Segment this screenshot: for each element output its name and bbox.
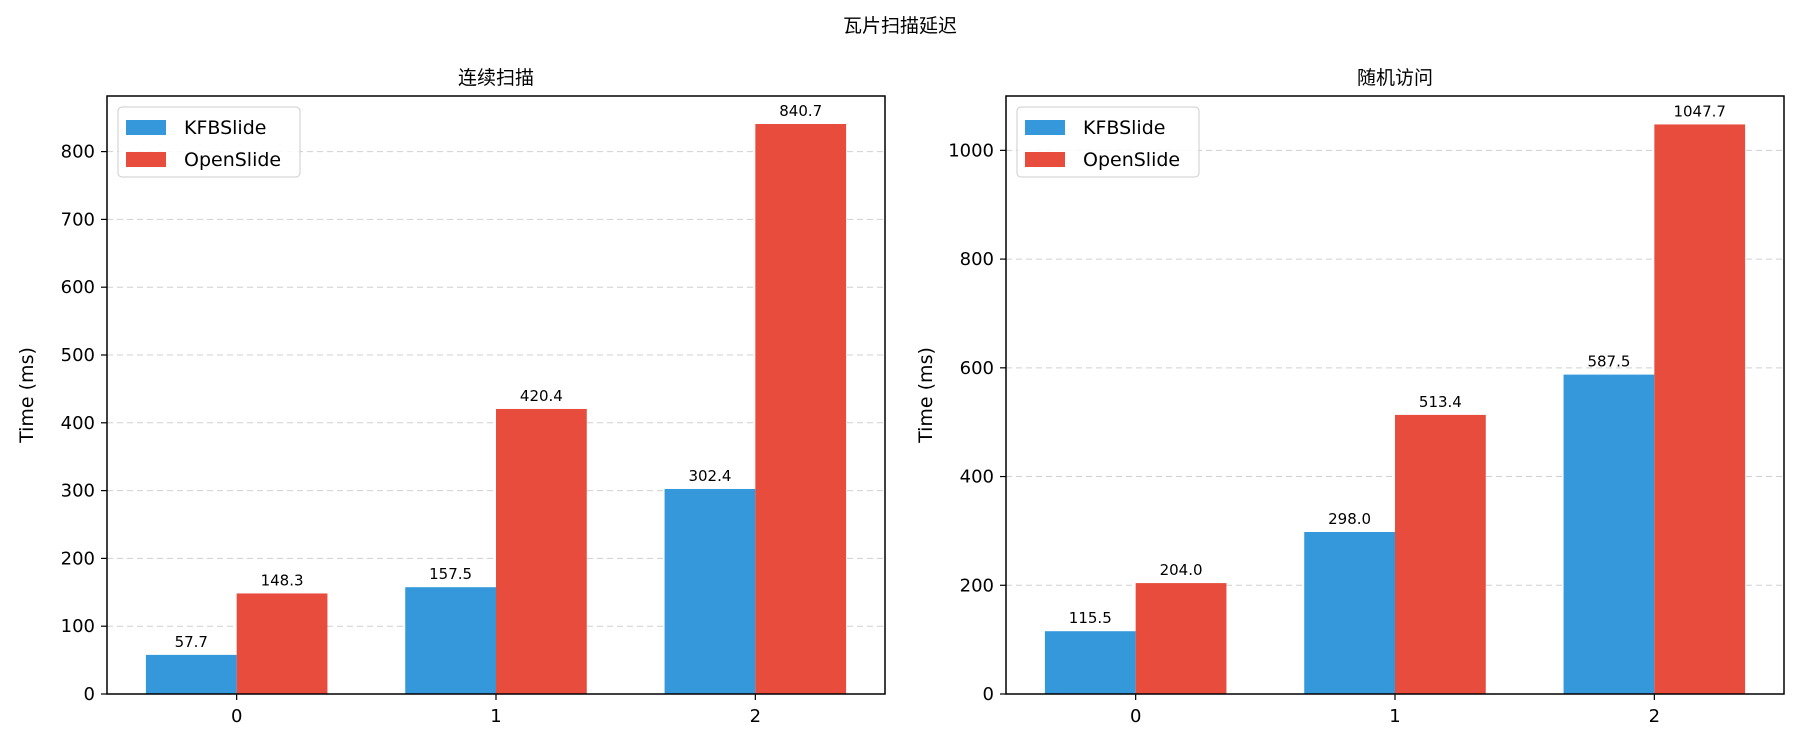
bar-value-label: 298.0 (1328, 510, 1371, 528)
bar-openslide-1 (1395, 414, 1486, 694)
legend-label-kfbslide: KFBSlide (1083, 117, 1165, 139)
bar-kfbslide-1 (1304, 531, 1395, 694)
bar-openslide-2 (1654, 124, 1746, 694)
bar-kfbslide-1 (405, 587, 496, 694)
bar-openslide-1 (496, 408, 587, 694)
y-tick-label: 600 (960, 358, 994, 379)
x-tick-label: 2 (750, 706, 761, 727)
legend-swatch-kfbslide (126, 120, 166, 135)
bar-value-label: 57.7 (175, 633, 208, 651)
bar-value-label: 148.3 (261, 571, 304, 589)
bar-kfbslide-2 (664, 488, 756, 694)
y-tick-label: 200 (960, 575, 994, 596)
x-tick-label: 0 (1130, 706, 1141, 727)
bar-kfbslide-0 (1044, 631, 1136, 694)
series-kfbslide: 115.5 298.0 587.5 (1044, 353, 1655, 694)
bar-kfbslide-0 (145, 654, 237, 694)
y-tick-label: 400 (960, 467, 994, 488)
x-axis: 0 1 2 (1130, 694, 1660, 727)
y-tick-label: 800 (61, 142, 95, 163)
y-tick-label: 400 (61, 413, 95, 434)
bar-value-label: 115.5 (1069, 609, 1112, 627)
series-openslide: 204.0 513.4 1047.7 (1135, 102, 1746, 694)
x-tick-label: 1 (1389, 706, 1400, 727)
y-tick-label: 300 (61, 481, 95, 502)
y-tick-label: 200 (61, 548, 95, 569)
bar-value-label: 302.4 (688, 467, 731, 485)
x-tick-label: 2 (1649, 706, 1660, 727)
y-axis: 0 100 200 300 400 500 600 700 800 (61, 142, 107, 705)
bar-value-label: 587.5 (1587, 353, 1630, 371)
x-tick-label: 1 (490, 706, 501, 727)
y-tick-label: 500 (61, 345, 95, 366)
y-tick-label: 800 (960, 249, 994, 270)
y-tick-label: 1000 (948, 140, 994, 161)
y-tick-label: 700 (61, 209, 95, 230)
series-kfbslide: 57.7 157.5 302.4 (145, 467, 756, 694)
legend: KFBSlide OpenSlide (117, 106, 301, 178)
y-tick-label: 100 (61, 616, 95, 637)
legend-label-openslide: OpenSlide (1083, 149, 1180, 171)
bar-value-label: 157.5 (429, 565, 472, 583)
y-tick-label: 0 (84, 684, 95, 705)
legend-swatch-openslide (1025, 152, 1065, 167)
y-axis-label: Time (ms) (16, 347, 38, 444)
legend-swatch-openslide (126, 152, 166, 167)
bar-value-label: 420.4 (520, 387, 563, 405)
bar-openslide-0 (1135, 583, 1227, 694)
bar-openslide-2 (755, 124, 847, 694)
chart-title: 连续扫描 (458, 67, 534, 89)
bar-kfbslide-2 (1563, 374, 1655, 694)
x-axis: 0 1 2 (231, 694, 761, 727)
y-axis-label: Time (ms) (915, 347, 937, 444)
series-openslide: 148.3 420.4 840.7 (236, 102, 847, 694)
bar-openslide-0 (236, 593, 328, 694)
bar-value-label: 204.0 (1160, 561, 1203, 579)
bar-value-label: 513.4 (1419, 393, 1462, 411)
y-tick-label: 600 (61, 277, 95, 298)
y-tick-label: 0 (983, 684, 994, 705)
bar-value-label: 1047.7 (1673, 102, 1726, 120)
chart-panel-sequential-scan: 57.7 157.5 302.4 148.3 420.4 840.7 0 100 200 300 4… (16, 67, 886, 727)
x-tick-label: 0 (231, 706, 242, 727)
legend-label-openslide: OpenSlide (184, 149, 281, 171)
chart-title: 随机访问 (1357, 67, 1433, 89)
bar-value-label: 840.7 (779, 102, 822, 120)
y-axis: 0 200 400 600 800 1000 (948, 140, 1006, 705)
figure-title: 瓦片扫描延迟 (843, 15, 957, 37)
legend-swatch-kfbslide (1025, 120, 1065, 135)
legend-label-kfbslide: KFBSlide (184, 117, 266, 139)
legend: KFBSlide OpenSlide (1016, 106, 1200, 178)
chart-panel-random-access: 115.5 298.0 587.5 204.0 513.4 1047.7 0 200 400 60… (915, 67, 1785, 727)
